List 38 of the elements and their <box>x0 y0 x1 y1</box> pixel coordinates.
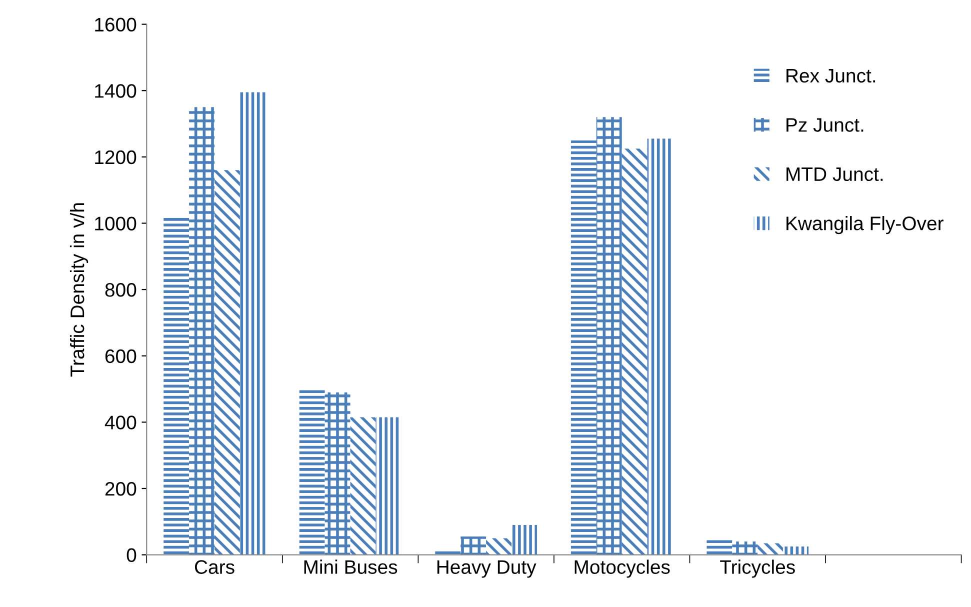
bar <box>189 107 215 555</box>
bar <box>732 542 758 555</box>
y-tick-label: 0 <box>126 548 136 562</box>
y-axis-title: Traffic Density in v/h <box>70 203 88 377</box>
bar <box>164 216 190 555</box>
legend-label: Kwangila Fly-Over <box>786 216 944 234</box>
bar <box>512 524 537 555</box>
bar <box>486 538 512 555</box>
bar <box>596 117 622 555</box>
bar <box>647 138 673 555</box>
x-tick-label: Mini Buses <box>304 560 398 574</box>
y-tick-label: 400 <box>104 416 136 430</box>
bar <box>350 417 376 555</box>
y-tick-label: 200 <box>105 482 136 496</box>
x-tick-label: Tricycles <box>720 560 795 578</box>
y-tick-label: 600 <box>105 349 136 364</box>
y-tick-label: 1600 <box>95 18 136 32</box>
bar <box>240 92 266 555</box>
bar <box>783 546 809 555</box>
x-tick-label: Heavy Duty <box>437 560 536 578</box>
bar <box>299 389 325 555</box>
legend-label: Pz Junct. <box>786 118 864 132</box>
bar <box>324 392 350 555</box>
bar <box>758 543 784 555</box>
x-tick-label: Cars <box>194 560 234 574</box>
legend-label: MTD Junct. <box>786 167 883 182</box>
bar <box>376 417 402 555</box>
y-tick-label: 1000 <box>95 216 136 230</box>
legend-label: Rex Junct. <box>786 69 876 83</box>
y-tick-label: 800 <box>105 283 136 297</box>
x-tick-label: Motocycles <box>574 560 670 578</box>
bar <box>706 540 732 555</box>
bar <box>460 536 486 555</box>
bar <box>570 140 596 555</box>
y-tick-label: 1200 <box>95 150 136 164</box>
y-tick-label: 1400 <box>95 84 136 98</box>
bar <box>622 148 648 555</box>
bar <box>214 170 240 555</box>
